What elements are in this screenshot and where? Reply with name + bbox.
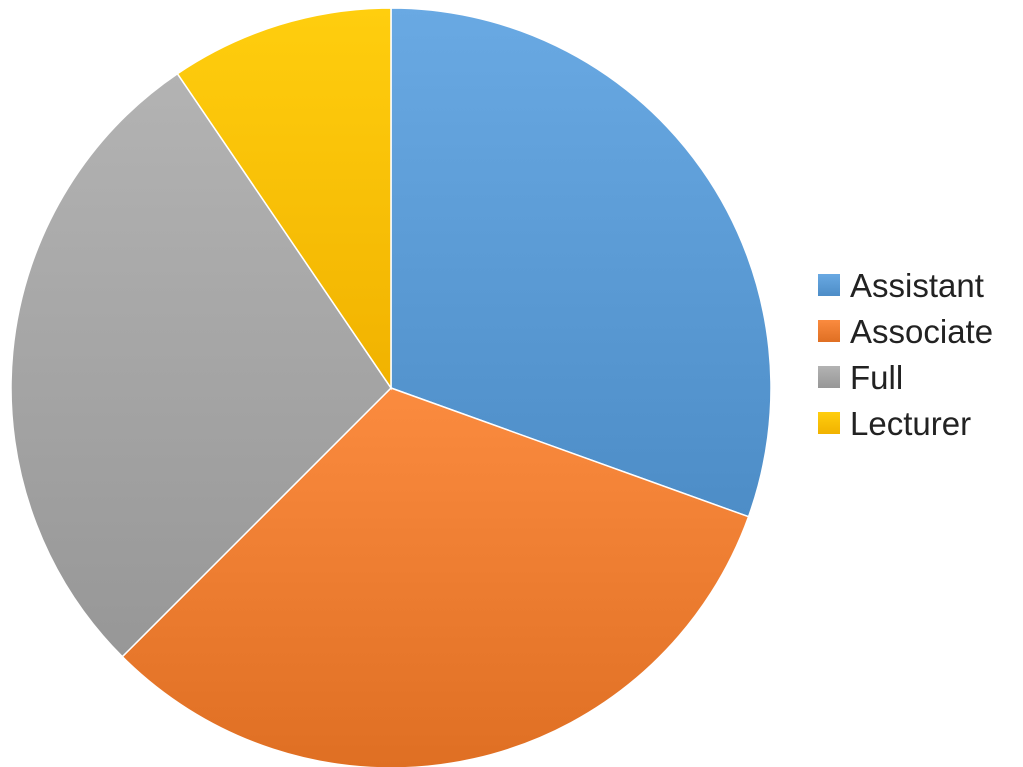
pie-slice-assistant	[390, 7, 772, 518]
legend-label-assistant: Assistant	[850, 266, 984, 304]
legend-swatch-assistant	[818, 274, 840, 296]
legend-swatch-full	[818, 366, 840, 388]
pie-slice-associate	[121, 387, 750, 767]
legend-swatch-lecturer	[818, 412, 840, 434]
legend-swatch-associate	[818, 320, 840, 342]
legend-label-lecturer: Lecturer	[850, 404, 972, 442]
legend-item-full: Full	[818, 354, 1018, 400]
pie-slices	[10, 7, 772, 767]
legend-label-associate: Associate	[850, 312, 994, 350]
legend-item-associate: Associate	[818, 308, 1018, 354]
legend-item-lecturer: Lecturer	[818, 400, 1018, 446]
legend-item-assistant: Assistant	[818, 262, 1018, 308]
pie-slice-full	[10, 72, 392, 658]
legend-label-full: Full	[850, 358, 904, 396]
legend: Assistant Associate Full Lecturer	[818, 262, 1018, 446]
pie-slice-lecturer	[176, 7, 392, 391]
